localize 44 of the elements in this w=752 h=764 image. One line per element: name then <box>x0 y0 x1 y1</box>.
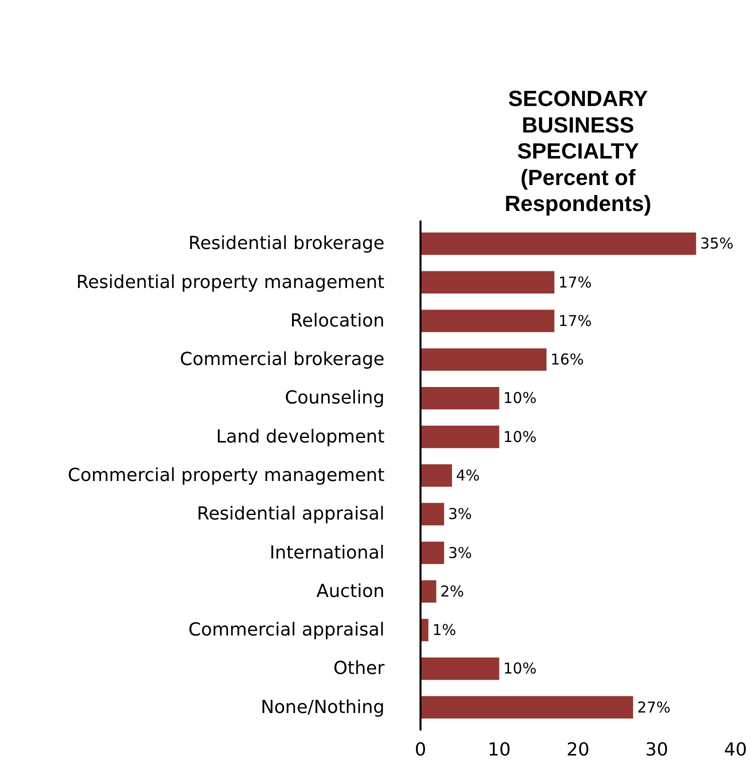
data-label: 10% <box>503 428 537 446</box>
x-tick-label: 20 <box>566 740 590 760</box>
data-label: 4% <box>456 466 480 484</box>
y-tick-label: Land development <box>216 426 385 448</box>
data-label: 27% <box>637 698 670 716</box>
y-tick-label: Residential brokerage <box>188 233 385 254</box>
data-label: 3% <box>448 544 472 562</box>
x-tick-label: 10 <box>488 740 511 760</box>
x-tick-label: 30 <box>645 740 668 760</box>
data-label: 3% <box>448 505 472 524</box>
bar <box>420 271 554 294</box>
x-tick-label: 0 <box>414 740 426 760</box>
bar <box>420 502 444 526</box>
y-tick-label: Commercial brokerage <box>180 349 384 370</box>
bar <box>420 348 546 371</box>
y-tick-label: Residential appraisal <box>196 504 384 525</box>
data-label: 35% <box>700 234 734 253</box>
x-tick-label: 40 <box>724 740 747 760</box>
bar <box>420 232 696 255</box>
y-tick-label: None/Nothing <box>260 696 385 718</box>
data-label: 10% <box>503 660 537 678</box>
bar <box>420 387 500 410</box>
y-tick-label: Auction <box>316 580 385 602</box>
bar <box>420 310 554 332</box>
y-tick-label: Commercial property management <box>68 465 385 486</box>
data-label: 16% <box>550 350 584 369</box>
bar <box>420 542 444 564</box>
bar <box>420 426 500 448</box>
bar <box>420 657 500 680</box>
y-tick-label: International <box>270 542 385 564</box>
y-tick-label: Other <box>333 658 386 680</box>
data-label: 10% <box>503 389 537 408</box>
bar <box>420 580 436 603</box>
y-tick-label: Counseling <box>284 388 384 409</box>
data-label: 2% <box>440 582 464 600</box>
data-label: 1% <box>432 621 456 640</box>
data-label: 17% <box>558 312 592 330</box>
y-tick-label: Residential property management <box>76 272 385 293</box>
chart-title: SECONDARY BUSINESS SPECIALTY (Percent of Respondents) <box>504 86 652 216</box>
y-tick-label: Relocation <box>290 310 385 332</box>
bar <box>420 696 634 719</box>
bar <box>420 464 452 487</box>
y-tick-label: Commercial appraisal <box>188 620 385 641</box>
data-label: 17% <box>558 273 592 292</box>
